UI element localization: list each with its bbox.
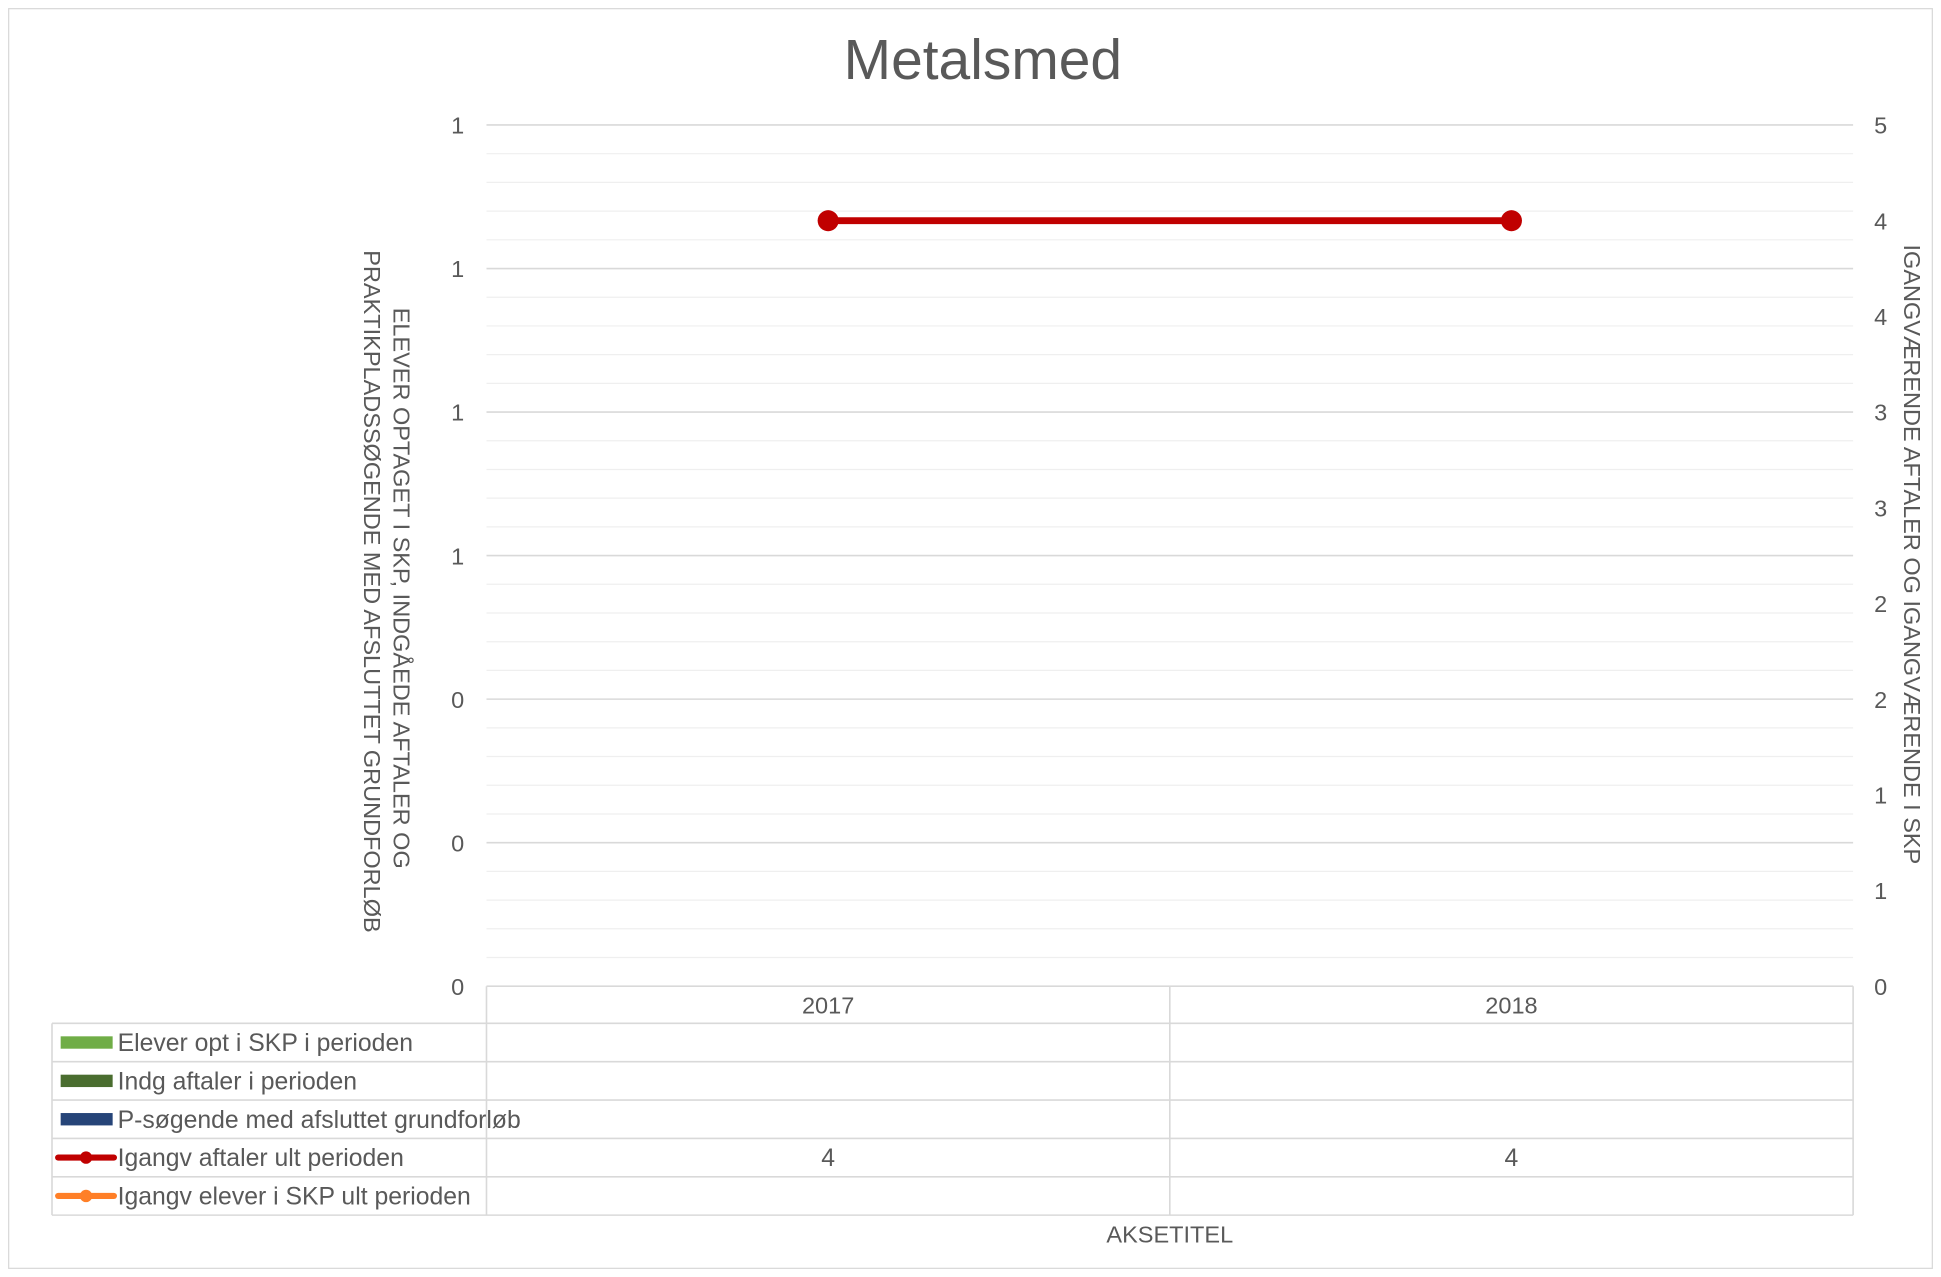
table-cell: 4 <box>1505 1145 1519 1172</box>
right-tick-label: 2 <box>1874 591 1887 617</box>
left-tick-label: 0 <box>451 687 464 713</box>
data-point <box>1500 210 1522 232</box>
right-tick-label: 4 <box>1874 208 1887 234</box>
data-point <box>817 210 839 232</box>
legend-marker <box>79 1151 93 1164</box>
legend-label: P-søgende med afsluttet grundforløb <box>118 1107 521 1134</box>
series-lines <box>817 210 1522 232</box>
x-tick-label: 2018 <box>1485 992 1537 1018</box>
legend-marker <box>79 1189 93 1203</box>
right-tick-label: 3 <box>1874 400 1887 426</box>
gridlines <box>486 124 1854 988</box>
chart-title: Metalsmed <box>844 28 1122 92</box>
table-cell: 4 <box>821 1145 835 1172</box>
legend-label: Igangv elever i SKP ult perioden <box>118 1184 471 1211</box>
left-tick-label: 0 <box>451 830 464 856</box>
right-tick-label: 4 <box>1874 304 1887 330</box>
legend-swatch <box>60 1074 113 1088</box>
right-tick-label: 5 <box>1874 113 1887 139</box>
legend-label: Igangv aftaler ult perioden <box>118 1145 404 1172</box>
right-tick-label: 2 <box>1874 687 1887 713</box>
data-table: 2017 2018 Elever opt i SKP i perioden Indg … <box>51 986 1854 1216</box>
right-tick-label: 1 <box>1874 782 1887 808</box>
right-axis-ticks: 0 1 1 2 2 3 3 4 4 5 <box>1874 113 1887 1000</box>
legend-swatch <box>60 1113 113 1126</box>
left-tick-label: 1 <box>451 543 464 569</box>
left-tick-label: 1 <box>451 400 464 426</box>
x-tick-label: 2017 <box>802 992 854 1018</box>
legend-label: Elever opt i SKP i perioden <box>118 1030 413 1057</box>
right-tick-label: 3 <box>1874 495 1887 521</box>
left-tick-label: 1 <box>451 256 464 282</box>
left-tick-label: 1 <box>451 113 464 139</box>
left-tick-label: 0 <box>451 974 464 1000</box>
left-axis-title-line-1: ELEVER OPTAGET I SKP, INDGÅEDE AFTALER O… <box>389 308 416 869</box>
legend-swatch <box>60 1036 113 1049</box>
left-axis-ticks: 0 0 0 1 1 1 1 <box>451 113 464 1000</box>
left-axis-title-line-2: PRAKTIKPLADSSØGENDE MED AFSLUTTET GRUNDF… <box>359 250 385 932</box>
right-tick-label: 0 <box>1874 974 1887 1000</box>
right-axis-title: IGANGVÆRENDE AFTALER OG IGANGVÆRENDE I S… <box>1899 245 1925 865</box>
legend-label: Indg aftaler i perioden <box>118 1069 357 1096</box>
right-tick-label: 1 <box>1874 878 1887 904</box>
x-axis-title: AKSETITEL <box>1106 1221 1233 1247</box>
left-axis-title: ELEVER OPTAGET I SKP, INDGÅEDE AFTALER O… <box>359 250 416 932</box>
